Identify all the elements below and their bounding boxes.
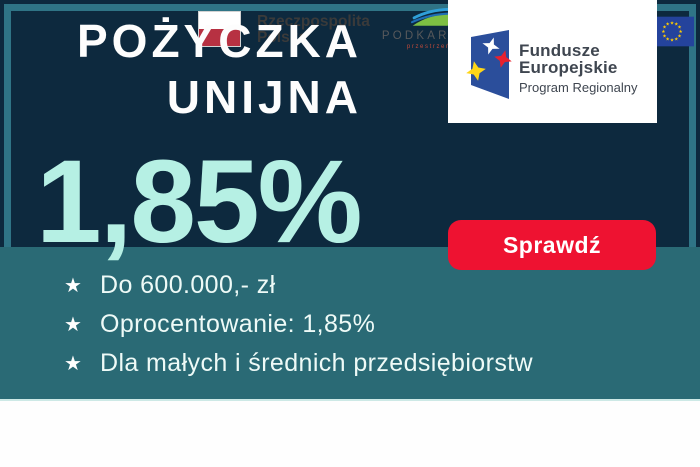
feature-text-rate: Oprocentowanie: 1,85% [100, 310, 376, 338]
features-section [0, 247, 700, 401]
podkarpackie-tagline: przestrzeń otwarta [406, 44, 486, 50]
footer-poland-line2: Polska [257, 29, 307, 46]
headline: POŻYCZKA UNIJNA [38, 13, 362, 125]
eu-flag-icon: ★ ★ ★ ★ ★ ★ ★ ★ ★ ★ ★ ★ [650, 16, 694, 52]
star-bullet-icon: ★ [64, 352, 82, 375]
footer-poland-line1: Rzeczpospolita [257, 13, 370, 30]
svg-text:★: ★ [678, 29, 682, 35]
list-item: ★ Oprocentowanie: 1,85% [64, 305, 533, 344]
svg-text:★: ★ [662, 33, 666, 39]
headline-line-2: UNIJNA [166, 71, 362, 123]
svg-text:★: ★ [674, 36, 678, 42]
svg-text:★: ★ [677, 25, 681, 31]
fundusze-europejskie-logo-text: Fundusze Europejskie Program Regionalny [519, 41, 638, 95]
logo-text-line2: Europejskie [519, 57, 618, 77]
list-item: ★ Dla małych i średnich przedsiębiorstw [64, 344, 533, 383]
footer-poland-text: Rzeczpospolita Polska [257, 14, 370, 46]
feature-list: ★ Do 600.000,- zł ★ Oprocentowanie: 1,85… [64, 266, 533, 383]
footer-logos-bar [0, 401, 700, 467]
teal-frame-border [4, 4, 696, 247]
svg-text:★: ★ [670, 20, 674, 26]
svg-text:★: ★ [677, 33, 681, 39]
logo-text-line3: Program Regionalny [519, 80, 638, 95]
svg-text:★: ★ [661, 29, 665, 35]
logo-text-line1: Fundusze [519, 41, 600, 60]
sprawdz-cta-button[interactable]: Sprawdź [448, 220, 656, 270]
star-bullet-icon: ★ [64, 274, 82, 297]
feature-text-amount: Do 600.000,- zł [100, 271, 276, 299]
headline-line-1: POŻYCZKA [77, 15, 362, 67]
svg-text:★: ★ [670, 38, 674, 44]
svg-text:★: ★ [666, 36, 670, 42]
list-item: ★ Do 600.000,- zł [64, 266, 533, 305]
interest-rate-value: 1,85% [36, 136, 363, 268]
svg-text:★: ★ [666, 22, 670, 28]
footer-poland-logo: Rzeczpospolita Polska [198, 11, 370, 47]
svg-text:★: ★ [674, 22, 678, 28]
fundusze-europejskie-logo-box: Fundusze Europejskie Program Regionalny [448, 0, 657, 123]
star-bullet-icon: ★ [64, 313, 82, 336]
feature-text-sme: Dla małych i średnich przedsiębiorstw [100, 349, 534, 377]
poland-flag-icon [198, 11, 241, 47]
fundusze-europejskie-flag-icon [466, 30, 512, 99]
svg-text:★: ★ [662, 25, 666, 31]
